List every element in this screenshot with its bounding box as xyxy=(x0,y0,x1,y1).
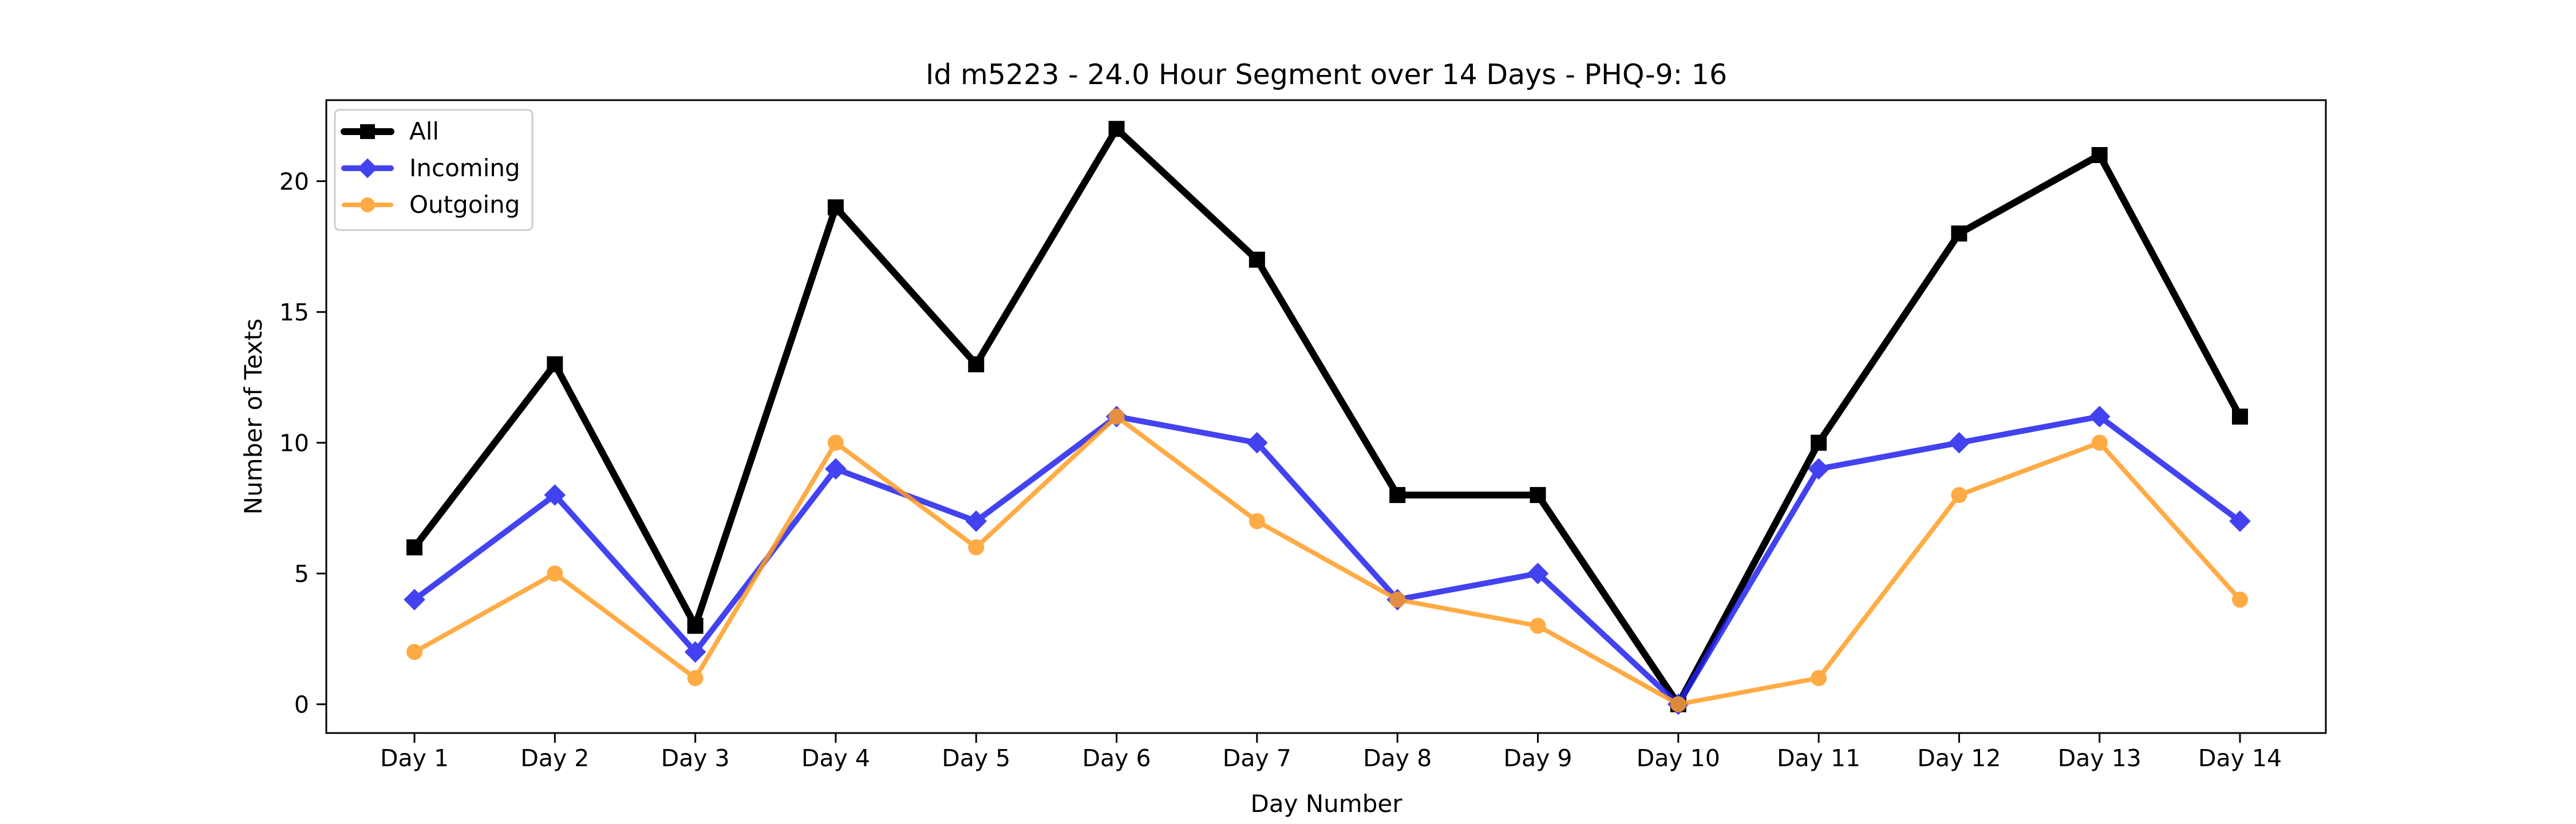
all-point xyxy=(687,617,704,634)
y-tick-label: 0 xyxy=(294,691,309,719)
outgoing-point xyxy=(1670,696,1686,712)
outgoing-point xyxy=(827,434,844,451)
x-tick-label: Day 12 xyxy=(1917,744,2001,772)
incoming-point xyxy=(1948,431,1970,454)
y-axis: 0 5 10 15 20 xyxy=(279,168,326,719)
x-axis-label: Day Number xyxy=(1250,790,1402,818)
all-point xyxy=(2091,146,2108,163)
x-tick-label: Day 9 xyxy=(1503,744,1572,772)
outgoing-point xyxy=(406,644,422,660)
outgoing-line xyxy=(412,414,2242,707)
plot-frame xyxy=(325,99,2327,734)
all-point xyxy=(827,199,844,216)
all-point xyxy=(1951,225,1967,242)
legend-label-incoming: Incoming xyxy=(409,154,520,182)
all-line xyxy=(411,125,2243,708)
incoming-point xyxy=(1808,458,1830,480)
all-point xyxy=(1811,434,1827,451)
outgoing-point xyxy=(2232,591,2248,608)
plot-area xyxy=(325,99,2327,734)
incoming-point xyxy=(2229,510,2251,532)
x-tick-label: Day 2 xyxy=(520,744,589,772)
y-axis-label: Number of Texts xyxy=(239,319,267,515)
incoming-point xyxy=(544,484,566,506)
all-point xyxy=(1530,487,1546,504)
all-point xyxy=(1389,487,1406,504)
x-tick-label: Day 3 xyxy=(661,744,730,772)
series-all xyxy=(406,121,2248,712)
all-point xyxy=(968,356,985,373)
incoming-point xyxy=(1246,431,1268,454)
y-tick-label: 20 xyxy=(279,168,309,196)
legend-marker-all xyxy=(360,124,375,139)
incoming-point xyxy=(684,641,706,663)
x-tick-label: Day 4 xyxy=(801,744,870,772)
x-tick-label: Day 14 xyxy=(2198,744,2282,772)
chart-title: Id m5223 - 24.0 Hour Segment over 14 Day… xyxy=(926,58,1727,91)
all-point xyxy=(547,356,563,373)
outgoing-point xyxy=(1389,591,1406,608)
all-point xyxy=(1249,251,1265,268)
x-tick-label: Day 1 xyxy=(380,744,449,772)
outgoing-point xyxy=(1951,487,1967,504)
series-layer xyxy=(404,121,2251,715)
legend-entry-incoming xyxy=(341,158,394,179)
legend-label-outgoing: Outgoing xyxy=(409,191,520,219)
x-tick-label: Day 6 xyxy=(1082,744,1151,772)
y-tick-label: 10 xyxy=(279,430,309,457)
legend-label-all: All xyxy=(409,117,439,145)
all-point xyxy=(406,539,422,556)
legend-entry-outgoing xyxy=(342,197,393,212)
outgoing-point xyxy=(2091,434,2108,451)
incoming-point xyxy=(825,458,847,480)
legend-entry-all xyxy=(341,124,394,139)
all-point xyxy=(1108,121,1125,137)
outgoing-point xyxy=(547,565,563,582)
incoming-point xyxy=(965,510,987,532)
outgoing-point xyxy=(1249,513,1265,529)
x-tick-label: Day 7 xyxy=(1223,744,1291,772)
legend-marker-outgoing xyxy=(360,197,375,212)
incoming-point xyxy=(1527,562,1549,585)
x-axis: Day 1 Day 2 Day 3 Day 4 Day 5 Day 6 Day 7 Day 8… xyxy=(380,733,2282,772)
all-point xyxy=(2232,409,2248,425)
x-tick-label: Day 13 xyxy=(2058,744,2142,772)
incoming-point xyxy=(2088,406,2111,427)
y-tick-label: 5 xyxy=(294,560,309,588)
outgoing-point xyxy=(687,670,704,687)
legend: All Incoming Outgoing xyxy=(334,109,534,231)
x-tick-label: Day 8 xyxy=(1363,744,1432,772)
incoming-line xyxy=(412,414,2243,707)
legend-box xyxy=(334,109,534,231)
outgoing-point xyxy=(1811,670,1827,687)
y-tick-label: 15 xyxy=(279,299,309,326)
x-tick-label: Day 11 xyxy=(1777,744,1860,772)
outgoing-point xyxy=(1108,409,1125,425)
series-outgoing xyxy=(406,409,2248,712)
incoming-point xyxy=(404,589,425,611)
outgoing-point xyxy=(968,539,985,556)
x-tick-label: Day 5 xyxy=(942,744,1010,772)
outgoing-point xyxy=(1530,617,1546,634)
x-tick-label: Day 10 xyxy=(1637,744,1720,772)
legend-marker-incoming xyxy=(357,158,378,179)
